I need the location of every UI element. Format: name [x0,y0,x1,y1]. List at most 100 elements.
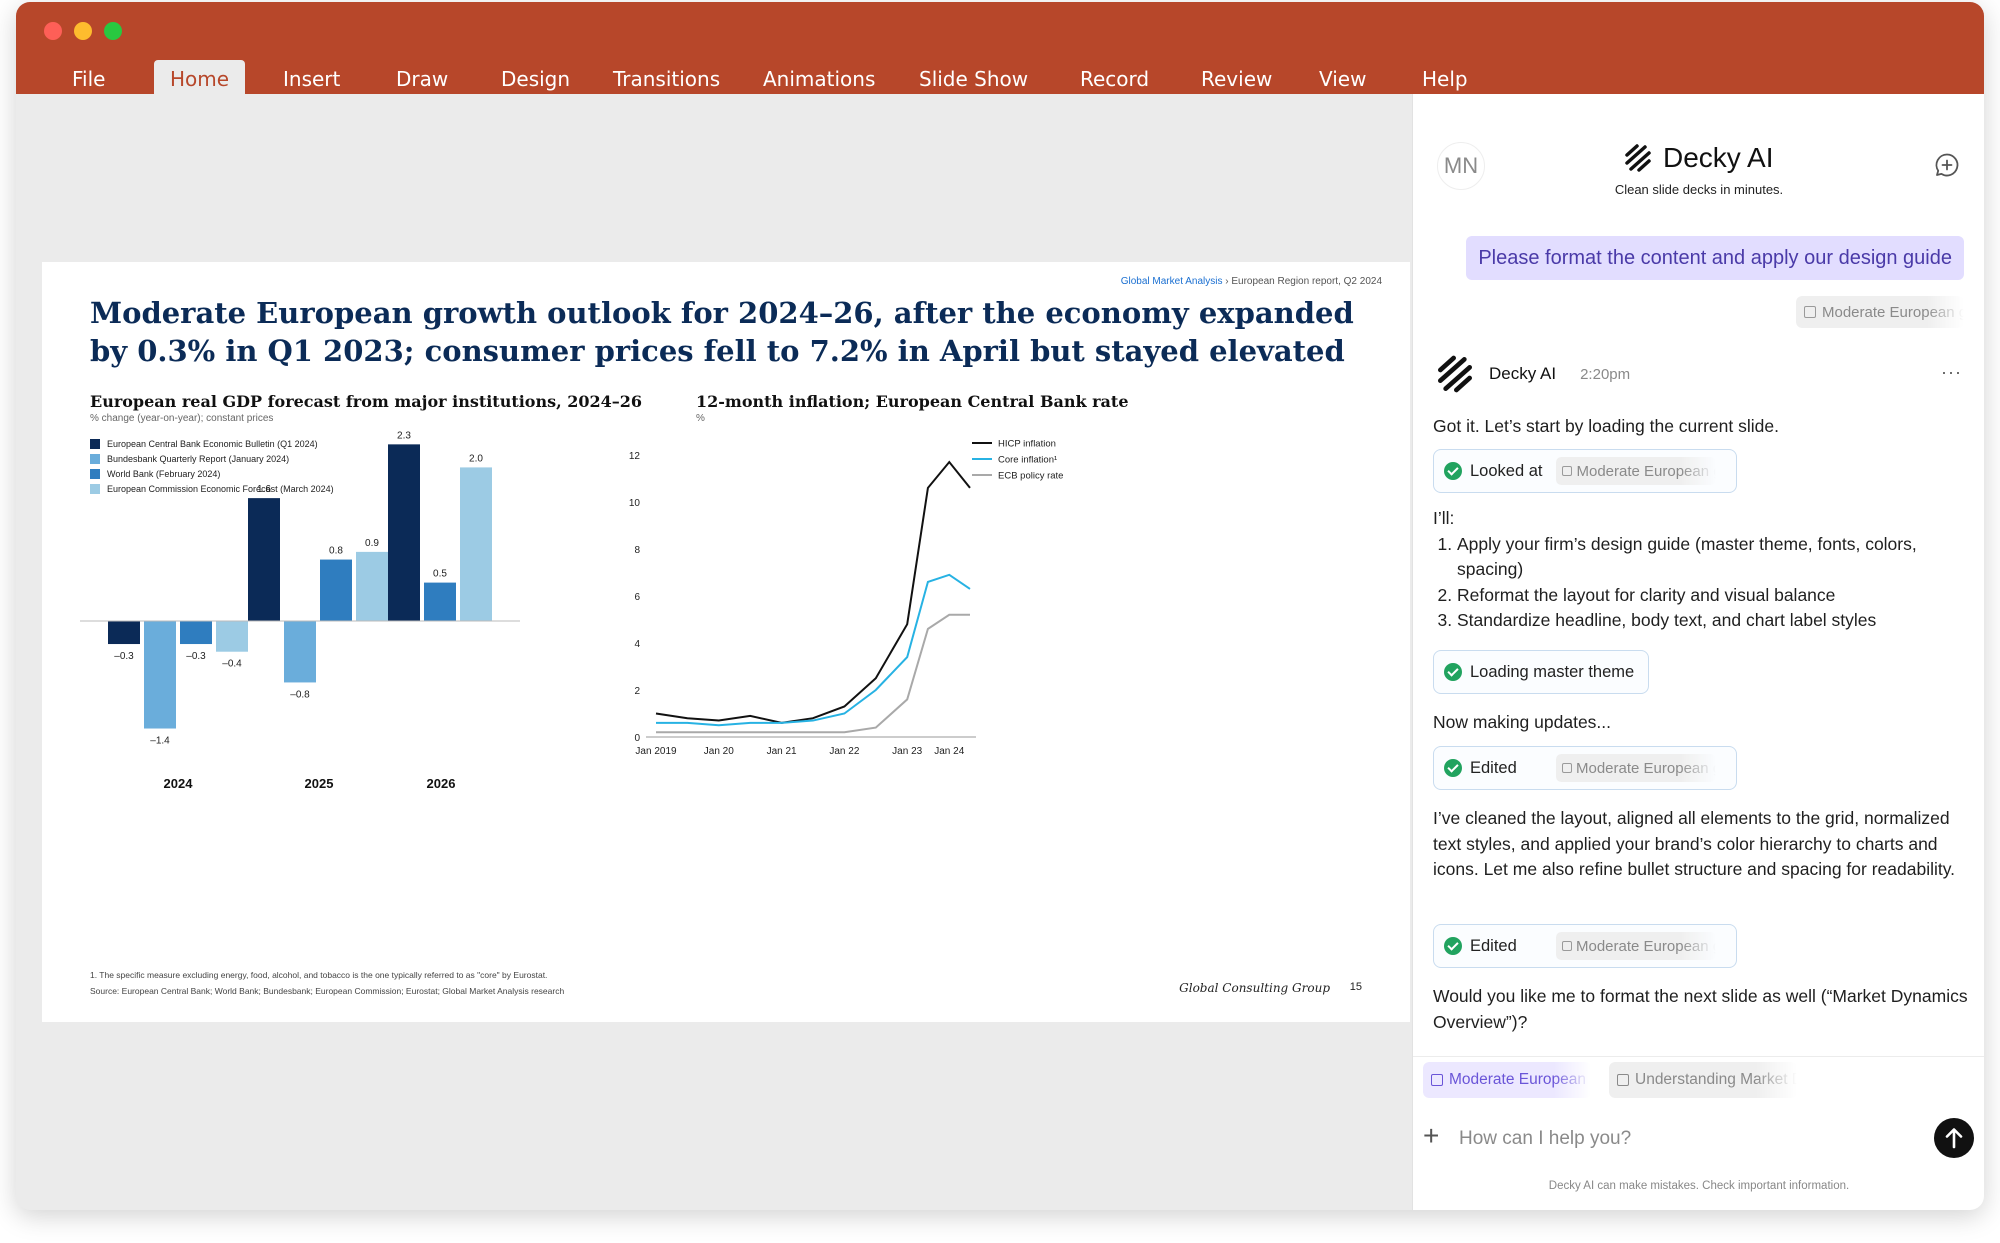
legend-label: European Commission Economic Forecast (M… [107,483,334,494]
menu-home[interactable]: Home [154,60,246,94]
gdp-bar [216,621,248,652]
gdp-category-label: 2025 [305,776,334,791]
context-chip-next[interactable]: Understanding Market Dynamics [1609,1062,1797,1098]
decky-tagline: Clean slide decks in minutes. [1614,182,1784,197]
title-bar: File Home Insert Draw Design Transitions… [16,2,1984,94]
check-icon [1444,663,1462,681]
inflation-series-line [655,460,971,724]
gdp-value-label: –0.8 [290,689,310,700]
add-attachment-icon[interactable]: + [1423,1120,1440,1151]
menu-slide-show[interactable]: Slide Show [919,67,1029,91]
gdp-bar [144,621,176,729]
inflation-legend-label: Core inflation¹ [998,455,1057,466]
gdp-bar [424,582,456,621]
menu-help[interactable]: Help [1422,67,1468,91]
slide-breadcrumb: Global Market Analysis › European Region… [1121,276,1382,287]
inflation-y-tick: 6 [634,592,640,603]
gdp-bar [388,444,420,621]
status-label: Loading master theme [1470,662,1635,681]
menu-record[interactable]: Record [1080,67,1150,91]
menu-draw[interactable]: Draw [396,67,449,91]
gdp-value-label: 0.9 [365,538,379,549]
menu-review[interactable]: Review [1201,67,1273,91]
user-message: Please format the content and apply our … [1466,236,1964,280]
legend-swatch [90,468,100,479]
inflation-y-tick: 4 [634,639,640,650]
context-chip-label: Moderate European growth outlook [1449,1071,1591,1088]
decky-avatar-icon [1438,355,1472,393]
minimize-window-button[interactable] [74,22,92,40]
inflation-x-tick: Jan 23 [892,746,922,757]
legend-item: European Central Bank Economic Bulletin … [90,436,334,451]
context-chip-label: Understanding Market Dynamics [1635,1071,1797,1088]
slide-icon [1804,306,1816,318]
menu-design[interactable]: Design [501,67,571,91]
inflation-y-tick: 0 [634,733,640,744]
slide-canvas[interactable]: Global Market Analysis › European Region… [42,262,1410,1022]
status-edited-2[interactable]: Edited Moderate European growth outlook [1433,924,1737,968]
composer-divider [1413,1056,1984,1057]
decky-logo-icon [1625,144,1651,172]
status-slide-label: Moderate European growth outlook [1576,462,1716,480]
inflation-chart-unit: % [696,413,705,424]
status-slide-chip[interactable]: Moderate European growth outlook [1556,932,1716,960]
attachment-label: Moderate European growth outlook [1822,303,1964,321]
slide-footnote: 1. The specific measure excluding energy… [90,970,548,980]
gdp-value-label: 2.0 [469,453,483,464]
gdp-value-label: –0.4 [222,659,242,670]
status-label: Edited [1470,936,1517,955]
check-icon [1444,462,1462,480]
bot-timestamp: 2:20pm [1580,365,1631,383]
gdp-value-label: 0.8 [329,546,343,557]
slide-icon [1431,1074,1443,1086]
inflation-x-tick: Jan 21 [767,746,797,757]
menu-transitions[interactable]: Transitions [613,67,721,91]
ribbon-menu: File Home Insert Draw Design Transitions… [16,60,1468,94]
status-slide-chip[interactable]: Moderate European growth outlook [1556,754,1716,782]
gdp-value-label: –0.3 [114,651,134,662]
bot-message-5: Would you like me to format the next sli… [1433,986,1968,1032]
gdp-bar [248,498,280,621]
bot-message-4: I’ve cleaned the layout, aligned all ele… [1433,808,1956,879]
inflation-x-tick: Jan 2019 [635,746,677,757]
chat-input[interactable] [1459,1122,1879,1156]
status-slide-label: Moderate European growth outlook [1576,759,1716,777]
gdp-bar-chart[interactable]: –0.3–1.4–0.3–0.41.6–0.80.80.92.30.52.020… [42,262,682,942]
new-chat-icon[interactable] [1934,152,1960,178]
breadcrumb-link: Global Market Analysis [1120,276,1223,287]
status-looked-at[interactable]: Looked at Moderate European growth outlo… [1433,449,1737,493]
gdp-bar [460,467,492,621]
slide-source: Source: European Central Bank; World Ban… [90,986,565,996]
maximize-window-button[interactable] [104,22,122,40]
status-edited-1[interactable]: Edited Moderate European growth outlook [1433,746,1737,790]
menu-insert[interactable]: Insert [283,67,341,91]
status-slide-chip[interactable]: Moderate European growth outlook [1556,457,1717,485]
plan-step: Apply your firm’s design guide (master t… [1457,532,1969,583]
inflation-series-line [656,613,970,734]
send-button[interactable] [1934,1118,1974,1158]
user-avatar[interactable]: MN [1437,142,1485,190]
gdp-chart-title: European real GDP forecast from major in… [90,392,643,411]
inflation-y-tick: 10 [629,498,641,509]
close-window-button[interactable] [44,22,62,40]
inflation-line-chart[interactable]: 0 2 4 6 8 10 12 Jan 2019 Jan 20 Jan 21 Jan 22 Jan 2… [42,262,1410,942]
menu-view[interactable]: View [1319,67,1367,91]
slide-headline[interactable]: Moderate European growth outlook for 202… [90,296,1354,368]
plan-step: Reformat the layout for clarity and visu… [1457,583,1969,609]
inflation-x-tick: Jan 20 [704,746,734,757]
inflation-chart-title: 12-month inflation; European Central Ban… [696,392,1129,411]
menu-animations[interactable]: Animations [763,67,876,91]
user-attachment-chip[interactable]: Moderate European growth outlook [1796,296,1964,328]
check-icon [1444,759,1462,777]
gdp-value-label: 0.5 [433,569,447,580]
inflation-x-tick: Jan 24 [934,746,964,757]
slide-icon [1617,1074,1629,1086]
bot-message-3: Now making updates... [1433,712,1612,732]
menu-file[interactable]: File [72,67,106,91]
inflation-legend-label: HICP inflation [998,439,1056,450]
status-loading-master-theme[interactable]: Loading master theme [1433,650,1649,694]
app-window: File Home Insert Draw Design Transitions… [16,2,1984,1210]
context-chip-current[interactable]: Moderate European growth outlook [1423,1062,1591,1098]
status-slide-label: Moderate European growth outlook [1576,937,1716,955]
more-options-icon[interactable]: ··· [1941,362,1962,382]
